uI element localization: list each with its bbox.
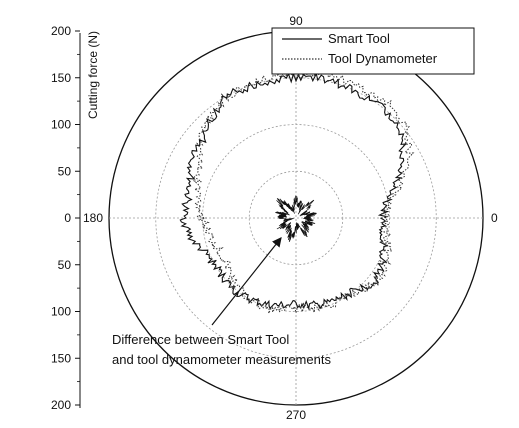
tick-label: 200	[51, 398, 71, 412]
tick-label: 150	[51, 71, 71, 85]
legend-box	[271, 27, 475, 75]
angle-label: 0	[491, 211, 498, 225]
tick-label: 0	[64, 211, 71, 225]
tick-label: 150	[51, 351, 71, 365]
data-series	[179, 66, 415, 314]
annotation-arrow	[211, 237, 282, 326]
tick-label: 50	[58, 258, 72, 272]
tick-label: 50	[58, 164, 72, 178]
polar-grid	[108, 30, 484, 406]
tick-label: 200	[51, 24, 71, 38]
legend-label: Tool Dynamometer	[328, 51, 438, 66]
series-line	[275, 195, 317, 242]
annotation: Difference between Smart Tool and tool dy…	[112, 237, 331, 367]
angle-label: 90	[289, 14, 303, 28]
series-line	[179, 71, 408, 311]
angle-labels: 90 180 0 270	[83, 14, 498, 422]
radial-axis: Cutting force (N) 200 150 100 50 0 50 100 150 20…	[51, 24, 100, 412]
legend-label: Smart Tool	[328, 31, 390, 46]
tick-label: 100	[51, 118, 71, 132]
annotation-text: and tool dynamometer measurements	[112, 352, 331, 367]
axis-title: Cutting force (N)	[86, 31, 100, 119]
angle-label: 270	[286, 408, 306, 422]
series-line	[192, 66, 415, 314]
angle-label: 180	[83, 211, 103, 225]
annotation-text: Difference between Smart Tool	[112, 332, 289, 347]
grid-ring	[248, 170, 344, 266]
legend: Smart Tool Tool Dynamometer	[271, 27, 475, 75]
tick-label: 100	[51, 305, 71, 319]
